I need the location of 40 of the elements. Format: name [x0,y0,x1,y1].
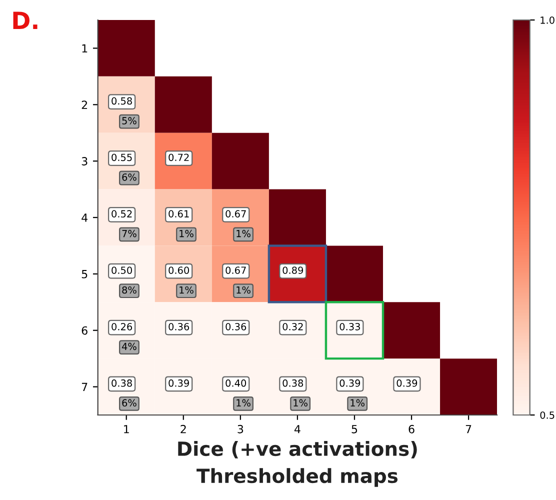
y-tick-label: 4 [82,214,88,222]
y-tick-label: 3 [82,157,88,166]
x-tick-label: 1 [124,425,129,434]
y-tick-label: 2 [82,100,88,109]
text: 0.38 1% [282,379,308,407]
x-axis-title: Dice (+ve activations) [178,441,417,458]
chart-title: D. [13,12,38,30]
x-tick-label: 4 [294,425,300,434]
data-label: 0.39 [168,379,189,387]
text: 0.60 1% [168,266,194,294]
x-tick-label: 5 [352,425,358,434]
data-label: 0.33 [340,323,360,330]
data-label: 0.72 [168,154,189,162]
text: 0.50 8% [112,266,136,294]
data-label: 0.39 [396,379,418,387]
text: Thresholded maps [196,468,398,487]
y-tick-label: 5 [82,270,88,278]
data-label: 0.36 [226,323,246,330]
text: 0.52 7% [112,210,136,238]
x-tick-label: 3 [238,424,244,434]
x-tick-label: 7 [466,425,472,434]
text: 0.67 1% [226,210,250,238]
text: 0.26 4% [112,323,136,350]
x-tick-label: 6 [408,424,414,434]
data-label: 0.89 [282,266,304,274]
text: 0.40 1% [226,379,250,407]
text: 0.67 1% [226,266,250,294]
data-label: 0.32 [282,323,303,330]
y-tick-label: 7 [82,382,88,392]
y-tick-label: 1 [82,44,88,52]
y-tick-label: 6 [82,326,88,335]
text: 0.61 1% [168,210,194,238]
text: 0.55 6% [112,154,136,181]
color-bar-label: 0.5 [540,411,554,419]
text: 0.58 5% [112,97,136,124]
color-bar-label: 1.0 [540,16,554,24]
data-label: 0.36 [168,323,190,330]
x-tick-label: 2 [180,424,186,434]
text: 0.39 1% [340,379,365,407]
text: 0.38 6% [112,379,136,407]
